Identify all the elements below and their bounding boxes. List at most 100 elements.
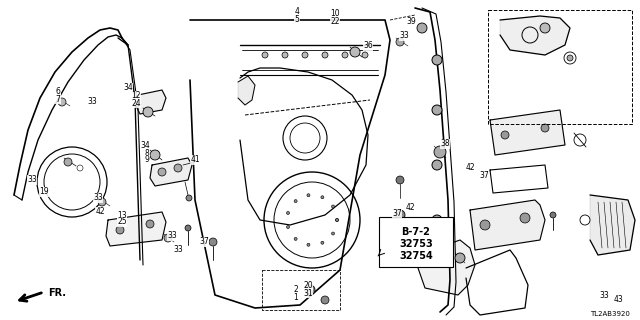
Text: 38: 38 [440, 140, 450, 148]
Circle shape [395, 210, 405, 220]
Circle shape [432, 55, 442, 65]
Text: 20: 20 [303, 281, 313, 290]
Circle shape [143, 107, 153, 117]
Circle shape [209, 238, 217, 246]
Text: 2: 2 [294, 285, 298, 294]
Circle shape [396, 176, 404, 184]
Text: 33: 33 [173, 244, 183, 253]
Circle shape [186, 195, 192, 201]
Circle shape [164, 234, 172, 242]
Text: 33: 33 [167, 231, 177, 241]
Text: 6: 6 [56, 87, 60, 97]
Text: 8: 8 [145, 148, 149, 157]
Circle shape [287, 226, 289, 228]
Circle shape [64, 158, 72, 166]
Polygon shape [150, 158, 192, 186]
Text: 32754: 32754 [399, 251, 433, 261]
Circle shape [307, 194, 310, 197]
Text: 4: 4 [294, 7, 300, 17]
Text: 25: 25 [117, 218, 127, 227]
Circle shape [417, 23, 427, 33]
Circle shape [321, 241, 324, 244]
Text: 36: 36 [363, 42, 373, 51]
Circle shape [287, 212, 289, 214]
Polygon shape [500, 16, 570, 55]
Text: 34: 34 [140, 140, 150, 149]
Circle shape [455, 253, 465, 263]
Text: 33: 33 [93, 194, 103, 203]
Polygon shape [418, 240, 475, 295]
Circle shape [116, 226, 124, 234]
Text: 34: 34 [123, 84, 133, 92]
Text: 37: 37 [392, 209, 402, 218]
Text: 22: 22 [330, 18, 340, 27]
Circle shape [520, 213, 530, 223]
Text: 9: 9 [145, 156, 149, 164]
Circle shape [432, 215, 442, 225]
Text: 39: 39 [406, 18, 416, 27]
Text: 37: 37 [479, 171, 489, 180]
Circle shape [432, 160, 442, 170]
Text: 42: 42 [405, 204, 415, 212]
Text: 33: 33 [399, 31, 409, 41]
Circle shape [332, 232, 335, 235]
Text: 41: 41 [190, 156, 200, 164]
Circle shape [350, 47, 360, 57]
Circle shape [541, 124, 549, 132]
Circle shape [434, 146, 446, 158]
Circle shape [98, 198, 106, 206]
Polygon shape [238, 76, 255, 105]
Circle shape [540, 23, 550, 33]
Text: 33: 33 [87, 98, 97, 107]
Circle shape [362, 52, 368, 58]
Text: TL2AB3920: TL2AB3920 [590, 311, 630, 317]
Text: 42: 42 [95, 207, 105, 217]
Circle shape [501, 131, 509, 139]
FancyBboxPatch shape [379, 217, 453, 267]
Circle shape [146, 220, 154, 228]
Text: 7: 7 [56, 94, 60, 103]
Circle shape [185, 225, 191, 231]
Text: 24: 24 [131, 99, 141, 108]
Circle shape [150, 150, 160, 160]
Text: 37: 37 [199, 237, 209, 246]
Circle shape [432, 105, 442, 115]
Circle shape [335, 219, 339, 221]
Circle shape [396, 38, 404, 46]
Circle shape [307, 243, 310, 246]
Text: 10: 10 [330, 10, 340, 19]
Circle shape [342, 52, 348, 58]
Circle shape [322, 52, 328, 58]
Circle shape [294, 200, 297, 203]
Text: 31: 31 [303, 289, 313, 298]
Circle shape [321, 196, 324, 199]
Polygon shape [590, 195, 635, 255]
Polygon shape [106, 212, 166, 246]
Text: 33: 33 [599, 291, 609, 300]
Polygon shape [490, 110, 565, 155]
Text: 43: 43 [613, 295, 623, 305]
Circle shape [335, 219, 339, 221]
Circle shape [58, 98, 66, 106]
Circle shape [550, 212, 556, 218]
Text: 5: 5 [294, 14, 300, 23]
Text: 12: 12 [131, 92, 141, 100]
Polygon shape [136, 90, 166, 114]
Text: 19: 19 [39, 188, 49, 196]
Circle shape [332, 205, 335, 208]
Circle shape [480, 220, 490, 230]
Circle shape [305, 285, 315, 295]
Circle shape [262, 52, 268, 58]
Circle shape [321, 296, 329, 304]
Polygon shape [470, 200, 545, 250]
Text: 32753: 32753 [399, 239, 433, 249]
Circle shape [174, 164, 182, 172]
Text: 42: 42 [465, 164, 475, 172]
Text: 1: 1 [294, 293, 298, 302]
Text: FR.: FR. [48, 288, 66, 298]
Circle shape [282, 52, 288, 58]
Circle shape [158, 168, 166, 176]
Text: B-7-2: B-7-2 [401, 227, 431, 237]
Circle shape [567, 55, 573, 61]
Circle shape [294, 237, 297, 240]
